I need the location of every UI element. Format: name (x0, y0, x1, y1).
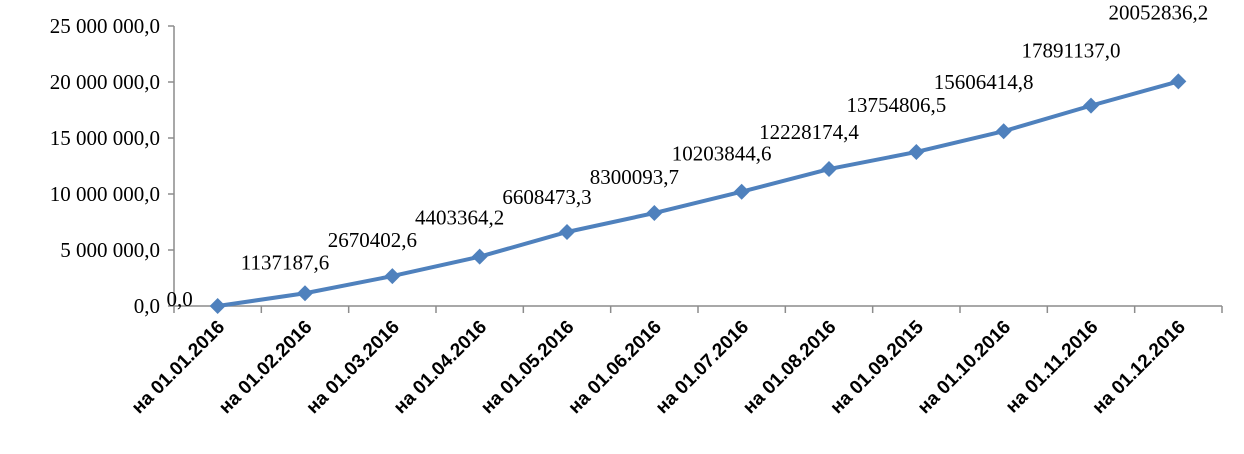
data-label: 8300093,7 (590, 165, 679, 189)
x-tick-label: на 01.06.2016 (564, 317, 665, 418)
data-point-marker (821, 161, 837, 178)
y-tick-label: 0,0 (134, 294, 160, 318)
data-label: 0,0 (167, 287, 193, 311)
x-tick-label: на 01.03.2016 (302, 317, 403, 418)
data-point-marker (646, 205, 663, 222)
data-point-marker (995, 123, 1012, 140)
data-point-marker (297, 285, 313, 302)
x-tick-label: на 01.12.2016 (1088, 317, 1189, 418)
data-label: 17891137,0 (1022, 39, 1121, 63)
data-point-marker (908, 143, 925, 160)
data-label: 13754806,5 (846, 93, 946, 117)
y-tick-label: 10 000 000,0 (50, 182, 160, 206)
data-label: 10203844,6 (672, 142, 772, 166)
data-label: 2670402,6 (328, 228, 417, 252)
data-label: 1137187,6 (241, 250, 329, 274)
data-point-marker (733, 183, 750, 200)
y-tick-label: 5 000 000,0 (60, 238, 160, 262)
x-tick-label: на 01.01.2016 (128, 317, 229, 418)
data-point-marker (209, 298, 226, 314)
x-tick-label: на 01.02.2016 (215, 317, 316, 418)
x-tick-label: на 01.11.2016 (1002, 317, 1103, 418)
series-line (217, 79, 1179, 308)
data-point-marker (471, 248, 488, 265)
data-label: 12228174,4 (759, 120, 859, 144)
x-tick-label: на 01.10.2016 (914, 317, 1015, 418)
data-label: 4403364,2 (415, 206, 504, 230)
y-tick-label: 20 000 000,0 (50, 70, 160, 94)
data-point-marker (1170, 73, 1187, 90)
data-label: 20052836,2 (1108, 0, 1208, 24)
x-tick-label: на 01.05.2016 (477, 317, 578, 418)
data-label: 6608473,3 (502, 185, 591, 209)
y-tick-label: 25 000 000,0 (50, 14, 160, 38)
x-tick-label: на 01.07.2016 (652, 317, 753, 418)
x-tick-label: на 01.04.2016 (390, 317, 491, 418)
data-point-marker (559, 223, 575, 240)
x-tick-label: на 01.08.2016 (739, 317, 840, 418)
data-point-marker (1083, 97, 1099, 114)
y-tick-label: 15 000 000,0 (50, 126, 160, 150)
data-point-marker (384, 268, 401, 285)
data-label: 15606414,8 (934, 70, 1034, 94)
